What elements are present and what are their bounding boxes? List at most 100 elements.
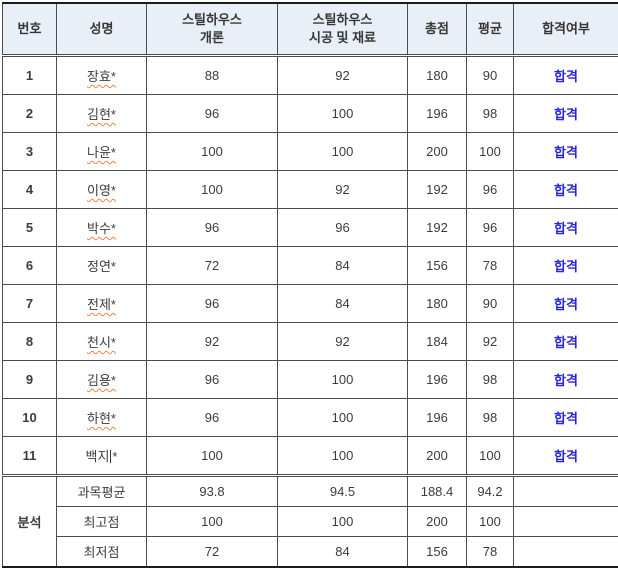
- student-name-cell: 박수*: [57, 209, 147, 247]
- analysis-row: 최저점 72 84 156 78: [3, 537, 618, 568]
- row-number: 1: [3, 56, 57, 95]
- header-subject1-line1: 스틸하우스: [182, 12, 242, 27]
- score1-cell: 100: [147, 171, 278, 209]
- pass-status: 합격: [514, 399, 618, 437]
- total-cell: 184: [408, 323, 467, 361]
- average-cell: 92: [467, 323, 514, 361]
- total-cell: 200: [408, 507, 467, 537]
- pass-status: 합격: [514, 247, 618, 285]
- row-number: 7: [3, 285, 57, 323]
- score1-cell: 100: [147, 133, 278, 171]
- average-cell: 94.2: [467, 476, 514, 507]
- student-name-cell: 천시*: [57, 323, 147, 361]
- average-cell: 100: [467, 133, 514, 171]
- total-cell: 192: [408, 209, 467, 247]
- table-row: 2 김현* 96 100 196 98 합격: [3, 95, 618, 133]
- result-cell-empty: [514, 476, 618, 507]
- total-cell: 200: [408, 133, 467, 171]
- pass-status: 합격: [514, 285, 618, 323]
- student-name: 나윤*: [87, 145, 116, 160]
- score2-cell: 100: [278, 361, 408, 399]
- student-name: 장효*: [87, 69, 116, 84]
- table-row: 6 정연* 72 84 156 78 합격: [3, 247, 618, 285]
- score2-cell: 92: [278, 323, 408, 361]
- score1-cell: 96: [147, 95, 278, 133]
- student-name-cell: 나윤*: [57, 133, 147, 171]
- score2-cell: 100: [278, 507, 408, 537]
- pass-status: 합격: [514, 171, 618, 209]
- score2-cell: 96: [278, 209, 408, 247]
- analysis-label: 분석: [3, 476, 57, 568]
- student-name: 천시*: [87, 335, 116, 350]
- header-result: 합격여부: [514, 3, 618, 56]
- average-cell: 90: [467, 56, 514, 95]
- score2-cell: 84: [278, 285, 408, 323]
- score2-cell: 100: [278, 399, 408, 437]
- row-number: 8: [3, 323, 57, 361]
- average-cell: 98: [467, 361, 514, 399]
- student-name-cell: 전제*: [57, 285, 147, 323]
- total-cell: 196: [408, 399, 467, 437]
- row-number: 3: [3, 133, 57, 171]
- average-cell: 100: [467, 507, 514, 537]
- header-subject2-line2: 시공 및 재료: [309, 30, 376, 45]
- table-row: 5 박수* 96 96 192 96 합격: [3, 209, 618, 247]
- total-cell: 180: [408, 285, 467, 323]
- student-name-cell: 이영*: [57, 171, 147, 209]
- table-body: 1 장효* 88 92 180 90 합격 2 김현* 96 100 196 9…: [3, 56, 618, 568]
- table-row: 8 천시* 92 92 184 92 합격: [3, 323, 618, 361]
- average-cell: 78: [467, 537, 514, 568]
- header-subject2-line1: 스틸하우스: [313, 12, 373, 27]
- total-cell: 156: [408, 247, 467, 285]
- average-cell: 78: [467, 247, 514, 285]
- average-cell: 98: [467, 95, 514, 133]
- pass-status: 합격: [514, 95, 618, 133]
- average-cell: 96: [467, 209, 514, 247]
- row-number: 2: [3, 95, 57, 133]
- score1-cell: 96: [147, 285, 278, 323]
- student-name-cell: 하현*: [57, 399, 147, 437]
- analysis-row: 최고점 100 100 200 100: [3, 507, 618, 537]
- header-subject1-line2: 개론: [200, 30, 224, 45]
- table-row: 11 백지* 100 100 200 100 합격: [3, 437, 618, 476]
- student-name-cell[interactable]: 백지*: [57, 437, 147, 476]
- analysis-row: 분석 과목평균 93.8 94.5 188.4 94.2: [3, 476, 618, 507]
- student-name: 백지: [86, 449, 110, 464]
- student-name-suffix: *: [112, 449, 117, 464]
- student-name-cell: 김용*: [57, 361, 147, 399]
- score2-cell: 92: [278, 56, 408, 95]
- score2-cell: 100: [278, 95, 408, 133]
- average-cell: 100: [467, 437, 514, 476]
- student-name: 하현*: [87, 411, 116, 426]
- result-cell-empty: [514, 537, 618, 568]
- score2-cell: 100: [278, 437, 408, 476]
- total-cell: 192: [408, 171, 467, 209]
- student-name-cell: 김현*: [57, 95, 147, 133]
- table-row: 9 김용* 96 100 196 98 합격: [3, 361, 618, 399]
- pass-status: 합격: [514, 56, 618, 95]
- pass-status: 합격: [514, 361, 618, 399]
- header-no: 번호: [3, 3, 57, 56]
- score2-cell: 100: [278, 133, 408, 171]
- pass-status: 합격: [514, 133, 618, 171]
- student-name: 김현*: [87, 107, 116, 122]
- score1-cell: 72: [147, 247, 278, 285]
- score2-cell: 84: [278, 537, 408, 568]
- student-name: 정연*: [87, 259, 116, 274]
- score1-cell: 96: [147, 361, 278, 399]
- student-name-cell: 정연*: [57, 247, 147, 285]
- total-cell: 196: [408, 361, 467, 399]
- student-name-cell: 장효*: [57, 56, 147, 95]
- table-row: 1 장효* 88 92 180 90 합격: [3, 56, 618, 95]
- score1-cell: 96: [147, 209, 278, 247]
- score1-cell: 72: [147, 537, 278, 568]
- total-cell: 200: [408, 437, 467, 476]
- score1-cell: 88: [147, 56, 278, 95]
- header-average: 평균: [467, 3, 514, 56]
- header-total: 총점: [408, 3, 467, 56]
- result-cell-empty: [514, 507, 618, 537]
